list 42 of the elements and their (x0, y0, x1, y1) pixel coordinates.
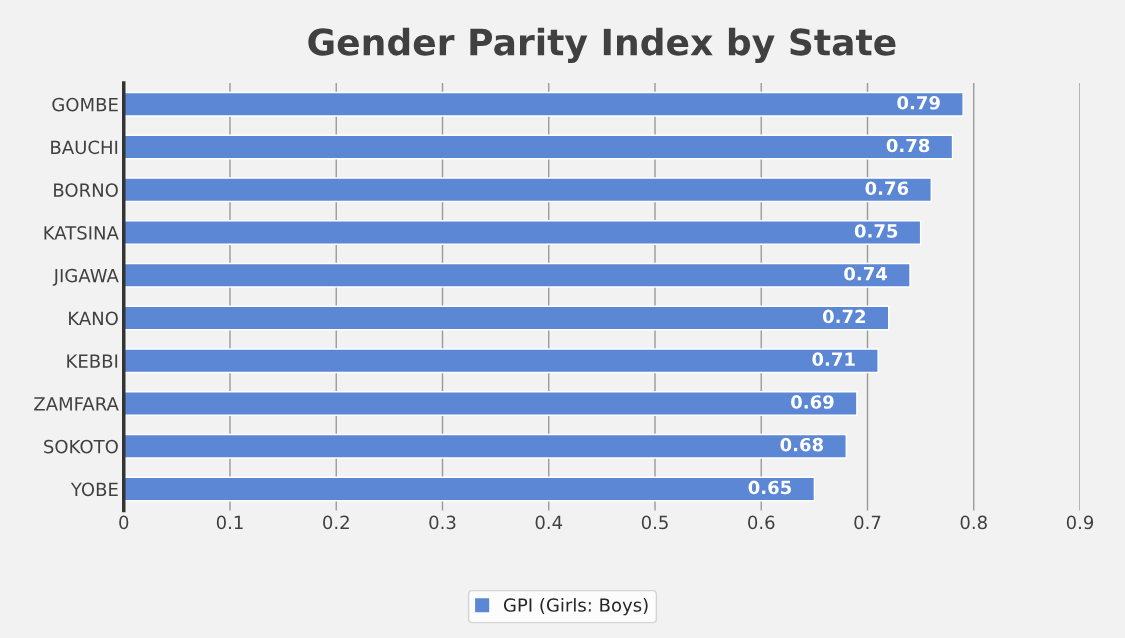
bar (123, 220, 922, 246)
x-tick-label: 0.3 (429, 515, 456, 530)
bar (123, 91, 964, 117)
bar (123, 391, 858, 416)
y-tick-label: KEBBI (67, 354, 118, 368)
y-tick-label: BORNO (54, 183, 118, 197)
y-tick-label: KATSINA (44, 226, 119, 240)
y-tick-label: BAUCHI (51, 140, 118, 155)
bar (123, 305, 890, 331)
data-label: 0.69 (791, 395, 834, 409)
data-label: 0.79 (897, 95, 940, 110)
data-label: 0.71 (812, 352, 855, 367)
data-label: 0.74 (844, 266, 888, 281)
bar (123, 262, 911, 288)
y-tick-label: JIGAWA (52, 268, 119, 286)
data-label: 0.75 (854, 224, 898, 238)
bar (123, 134, 954, 160)
bar (123, 476, 816, 502)
data-label: 0.68 (780, 437, 824, 452)
x-tick-label: 0.4 (535, 515, 563, 530)
data-label: 0.76 (865, 181, 909, 196)
y-tick-label: SOKOTO (44, 439, 118, 454)
y-tick-label: KANO (69, 311, 118, 326)
x-tick-label: 0.8 (960, 515, 987, 530)
data-label: 0.72 (822, 309, 866, 324)
bar (123, 348, 879, 374)
bar (123, 177, 932, 203)
x-tick-label: 0.1 (216, 515, 243, 530)
chart-title: Gender Parity Index by State (308, 27, 896, 63)
y-tick-label: ZAMFARA (34, 397, 119, 411)
x-tick-label: 0.6 (748, 515, 775, 530)
legend-label: GPI (Girls: Boys) (503, 597, 648, 616)
x-tick-label: 0 (119, 515, 129, 530)
x-tick-label: 0.9 (1066, 515, 1094, 530)
data-label: 0.78 (886, 138, 930, 153)
x-tick-label: 0.7 (854, 515, 881, 530)
y-tick-label: GOMBE (52, 97, 118, 112)
data-label: 0.65 (748, 480, 791, 495)
x-tick-label: 0.2 (323, 515, 349, 530)
y-tick-label: YOBE (70, 482, 118, 497)
bar (123, 433, 847, 459)
x-tick-label: 0.5 (641, 515, 668, 530)
